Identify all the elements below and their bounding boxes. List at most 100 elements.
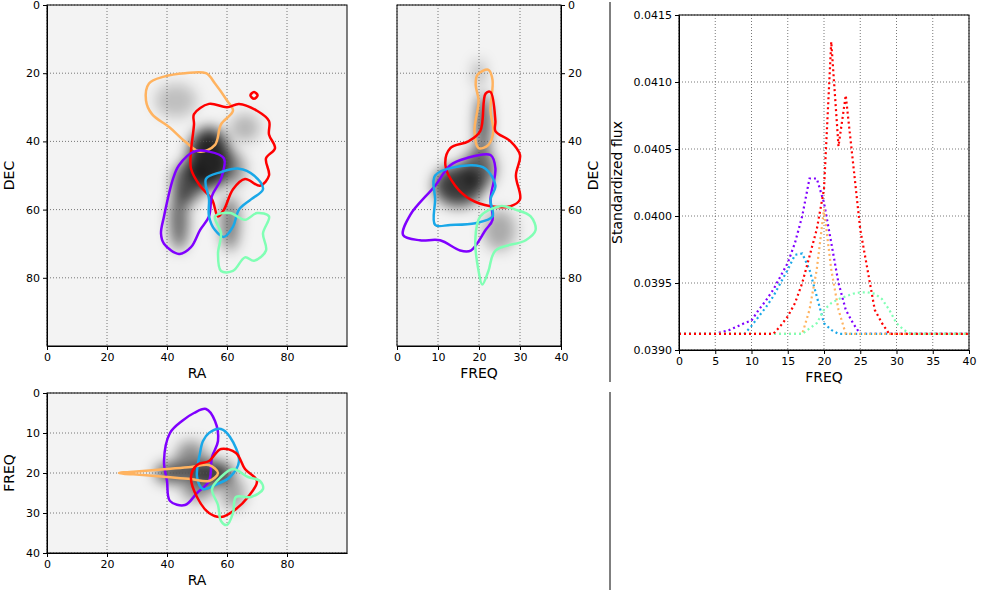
grid-line <box>397 141 561 142</box>
x-axis-title: RA <box>188 365 207 381</box>
tick: 20 <box>818 350 832 368</box>
series-area <box>146 72 275 272</box>
tick-label: 0.0415 <box>634 9 673 22</box>
tick-label: 20 <box>568 67 582 80</box>
x-axis: 020406080 <box>44 346 348 364</box>
tick-mark <box>43 141 47 142</box>
x-axis-title: FREQ <box>805 369 843 385</box>
x-axis-title: RA <box>188 572 207 588</box>
spectrum-line <box>679 254 969 334</box>
tick-mark <box>43 513 47 514</box>
axis-line <box>561 6 562 347</box>
tick-label: 60 <box>26 204 40 217</box>
tick: 0.0405 <box>634 143 680 156</box>
grid-line <box>479 5 480 346</box>
tick: 80 <box>26 272 47 285</box>
plot-background <box>679 15 969 350</box>
contour <box>403 154 496 252</box>
tick-label: 80 <box>281 558 295 571</box>
tick: 10 <box>432 346 446 364</box>
spectrum-line <box>679 209 969 334</box>
y-axis: 020406080 <box>26 0 48 347</box>
tick-label: 0.0405 <box>634 143 673 156</box>
tick: 40 <box>561 135 582 148</box>
tick-label: 10 <box>432 351 446 364</box>
tick-label: 0 <box>33 387 40 400</box>
panel: 05101520253035400.03900.03950.04000.0405… <box>609 9 977 385</box>
tick-label: 60 <box>568 204 582 217</box>
tick-mark <box>969 350 970 354</box>
separator <box>610 392 611 590</box>
y-axis-title: DEC <box>585 161 601 191</box>
tick-mark <box>897 350 898 354</box>
tick: 0.0415 <box>634 9 680 22</box>
tick: 80 <box>281 346 295 364</box>
tick-label: 40 <box>161 351 175 364</box>
grid-line <box>679 283 969 284</box>
tick-mark <box>561 210 565 211</box>
tick-mark <box>933 350 934 354</box>
plot-area <box>155 83 260 250</box>
tick: 35 <box>926 350 940 368</box>
tick-mark <box>107 553 108 557</box>
panel: 010203040020406080FREQDEC <box>394 0 601 381</box>
tick-mark <box>438 346 439 350</box>
grid-line <box>787 15 788 350</box>
tick: 20 <box>26 67 47 80</box>
tick-label: 20 <box>26 467 40 480</box>
grid-line <box>107 5 108 346</box>
tick: 0 <box>44 346 51 364</box>
y-axis: 020406080 <box>561 0 582 347</box>
tick-mark <box>47 553 48 557</box>
tick-label: 15 <box>781 355 795 368</box>
x-axis-title: FREQ <box>460 365 498 381</box>
tick: 10 <box>745 350 759 368</box>
tick: 60 <box>26 204 47 217</box>
grid-line <box>860 15 861 350</box>
tick-mark <box>287 346 288 350</box>
tick: 40 <box>555 346 569 364</box>
tick: 40 <box>26 135 47 148</box>
tick-mark <box>752 350 753 354</box>
grid-line <box>47 513 347 514</box>
tick-label: 60 <box>221 351 235 364</box>
grid-line <box>227 5 228 346</box>
tick-label: 0.0410 <box>634 76 673 89</box>
contour <box>215 213 270 273</box>
tick: 10 <box>26 427 47 440</box>
axis-line <box>47 394 48 554</box>
tick-label: 20 <box>101 558 115 571</box>
grid-line <box>47 141 347 142</box>
tick-mark <box>43 473 47 474</box>
tick: 40 <box>161 346 175 364</box>
y-axis-title: Standardized flux <box>609 121 625 244</box>
contour <box>250 92 257 99</box>
figure: 0 20 40 60 80 0 20 40 60 80 RA DEC 0 10 20 30 40 0 20 40 60 8… <box>0 0 988 592</box>
tick: 20 <box>26 467 47 480</box>
grid-line <box>715 15 716 350</box>
tick-mark <box>675 350 679 351</box>
tick-label: 35 <box>926 355 940 368</box>
tick: 30 <box>890 350 904 368</box>
y-axis: 010203040 <box>26 387 48 560</box>
panel: 020406080010203040RAFREQ <box>1 387 348 588</box>
tick-mark <box>397 346 398 350</box>
tick-label: 0 <box>394 351 401 364</box>
tick-mark <box>561 141 565 142</box>
tick: 60 <box>221 553 235 571</box>
tick: 0 <box>44 553 51 571</box>
tick-mark <box>43 73 47 74</box>
contour <box>433 165 495 226</box>
contour <box>205 169 263 237</box>
tick-label: 0 <box>44 351 51 364</box>
y-axis: 0.03900.03950.04000.04050.04100.0415 <box>634 9 680 357</box>
tick: 0.0400 <box>634 210 680 223</box>
grid-line <box>47 277 347 278</box>
tick-mark <box>43 393 47 394</box>
grid-line <box>932 15 933 350</box>
tick-mark <box>824 350 825 354</box>
spectrum-line <box>679 42 969 334</box>
tick-label: 0 <box>44 558 51 571</box>
tick-label: 30 <box>890 355 904 368</box>
tick-label: 80 <box>281 351 295 364</box>
